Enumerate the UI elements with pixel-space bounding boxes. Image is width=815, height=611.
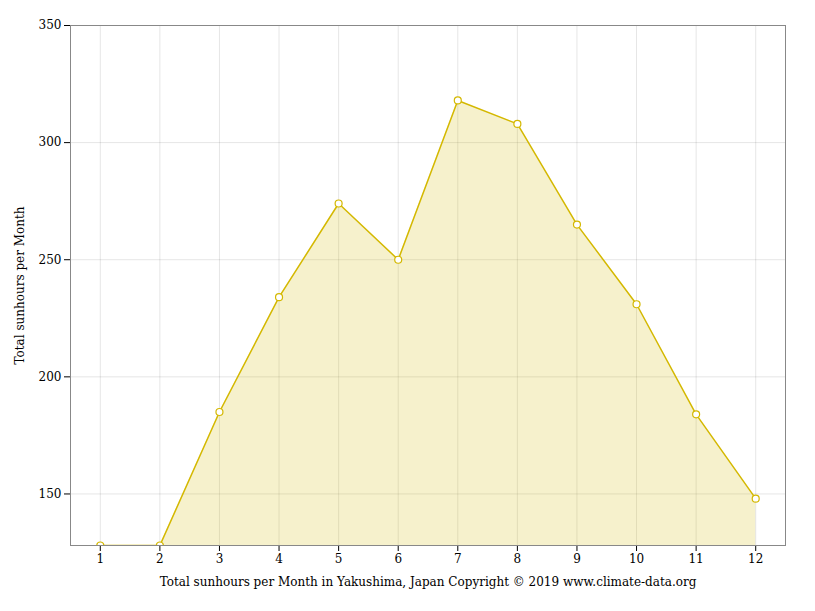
svg-text:Total sunhours per Month: Total sunhours per Month <box>13 206 27 364</box>
svg-text:300: 300 <box>39 135 62 149</box>
svg-text:Total sunhours per Month in Ya: Total sunhours per Month in Yakushima, J… <box>160 575 697 589</box>
svg-text:10: 10 <box>629 552 644 566</box>
svg-text:3: 3 <box>216 552 224 566</box>
svg-text:6: 6 <box>394 552 402 566</box>
svg-text:2: 2 <box>156 552 164 566</box>
svg-text:250: 250 <box>39 253 62 267</box>
svg-text:4: 4 <box>275 552 283 566</box>
svg-text:8: 8 <box>514 552 522 566</box>
svg-text:11: 11 <box>688 552 703 566</box>
svg-text:1: 1 <box>96 552 104 566</box>
svg-text:9: 9 <box>573 552 581 566</box>
svg-text:7: 7 <box>454 552 462 566</box>
svg-text:350: 350 <box>39 18 62 32</box>
svg-text:200: 200 <box>39 370 62 384</box>
svg-text:150: 150 <box>39 487 62 501</box>
svg-text:5: 5 <box>335 552 343 566</box>
svg-text:12: 12 <box>748 552 763 566</box>
